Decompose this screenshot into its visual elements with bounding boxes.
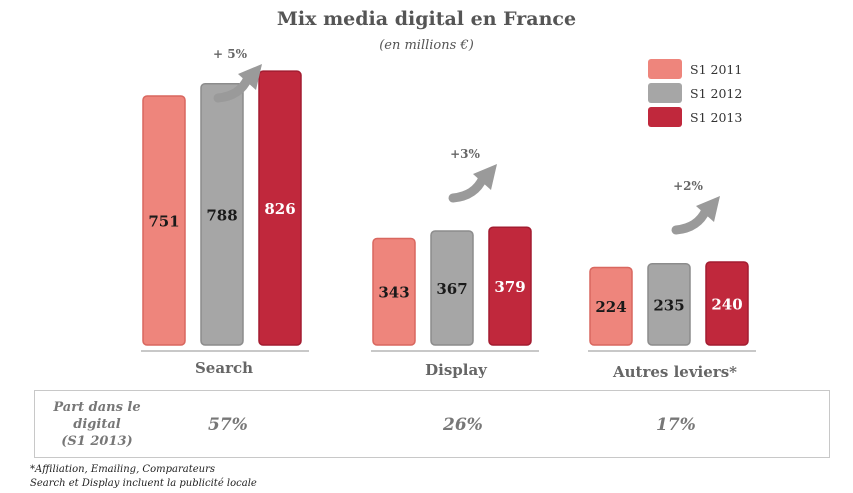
growth-arrow-shaft-autres-leviers: [671, 205, 711, 235]
growth-arrow-head-autres-leviers: [696, 196, 720, 222]
legend-swatch-2012: [648, 83, 682, 103]
value-label-autres-leviers-s1-2011: 224: [595, 298, 626, 316]
chart-title: Mix media digital en France: [276, 8, 577, 30]
category-label-autres-leviers: Autres leviers*: [612, 363, 737, 381]
bar-search-s1-2011: [142, 95, 186, 346]
value-label-display-s1-2013: 379: [494, 278, 525, 296]
legend-swatch-2011: [648, 59, 682, 79]
share-value-search: 57%: [208, 415, 248, 435]
legend-swatch-2013: [648, 107, 682, 127]
bar-display-s1-2013: [488, 226, 532, 346]
share-value-autres: 17%: [656, 415, 696, 435]
footnote-local: Search et Display incluent la publicité …: [30, 478, 257, 489]
chart-subtitle: (en millions €): [379, 38, 474, 53]
growth-arrow-head-display: [473, 164, 497, 190]
legend-label-2011: S1 2011: [690, 61, 743, 77]
legend-label-2013: S1 2013: [690, 109, 743, 125]
bar-display-s1-2012: [430, 230, 474, 346]
legend-item-2011: S1 2011: [648, 57, 742, 81]
legend: S1 2011 S1 2012 S1 2013: [648, 57, 742, 129]
value-label-search-s1-2012: 788: [206, 206, 237, 224]
bar-search-s1-2012: [200, 83, 244, 346]
value-label-autres-leviers-s1-2013: 240: [711, 295, 742, 313]
share-table: Part dans le digital (S1 2013) 57% 26% 1…: [34, 390, 830, 458]
legend-item-2012: S1 2012: [648, 81, 742, 105]
value-label-display-s1-2012: 367: [436, 280, 467, 298]
legend-item-2013: S1 2013: [648, 105, 742, 129]
growth-label-display: +3%: [450, 147, 480, 161]
share-label: Part dans le digital (S1 2013): [53, 400, 141, 449]
bar-autres-leviers-s1-2012: [647, 262, 691, 346]
legend-label-2012: S1 2012: [690, 85, 743, 101]
growth-arrow-head-search: [238, 64, 262, 90]
bar-display-s1-2011: [372, 237, 416, 346]
value-label-search-s1-2011: 751: [148, 213, 179, 231]
category-label-search: Search: [195, 359, 253, 377]
growth-arrow-shaft-display: [448, 173, 488, 203]
category-label-display: Display: [425, 361, 488, 379]
growth-label-autres-leviers: +2%: [673, 179, 703, 193]
bar-search-s1-2013: [258, 70, 302, 346]
footnote-affiliation: *Affiliation, Emailing, Comparateurs: [30, 464, 215, 475]
bar-autres-leviers-s1-2013: [705, 261, 749, 346]
bar-autres-leviers-s1-2011: [589, 266, 633, 346]
growth-label-search: + 5%: [213, 47, 248, 61]
value-label-search-s1-2013: 826: [264, 200, 295, 218]
value-label-autres-leviers-s1-2012: 235: [653, 296, 684, 314]
share-value-display: 26%: [443, 415, 483, 435]
value-label-display-s1-2011: 343: [378, 284, 409, 302]
